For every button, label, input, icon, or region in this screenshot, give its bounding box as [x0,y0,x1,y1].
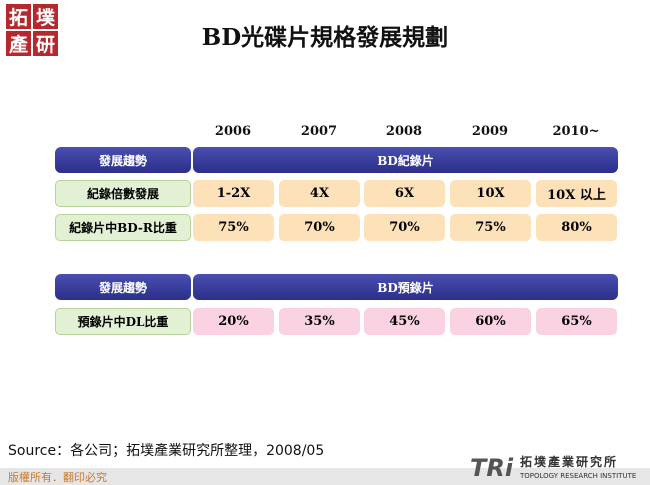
row-label: 紀錄片中BD-R比重 [55,214,191,241]
cell: 70% [364,214,445,241]
cell: 80% [536,214,617,241]
cell: 45% [364,308,445,335]
year-header: 2006 [214,123,252,139]
cell: 20% [193,308,274,335]
logo-char: 研 [33,31,58,56]
footer-bar [0,468,650,485]
brand: TRi [470,454,514,482]
year-header: 2010~ [552,123,600,139]
trend-label: 發展趨勢 [55,147,191,173]
brand-sub: TOPOLOGY RESEARCH INSTITUTE [520,472,637,480]
brand-name: 拓墣產業研究所 [520,455,619,469]
cell: 6X [364,180,445,207]
logo-char: 產 [6,31,31,56]
year-header: 2009 [471,123,509,139]
cell: 70% [279,214,360,241]
cell: 4X [279,180,360,207]
trend: BD預錄片 [193,274,618,300]
year-header: 2008 [385,123,423,139]
cell: 60% [450,308,531,335]
cell: 75% [193,214,274,241]
trend-label: 發展趨勢 [55,274,191,300]
cell: 10X [450,180,531,207]
cell: 35% [279,308,360,335]
copyright: 版權所有．翻印必究 [8,470,107,484]
row-label: 紀錄倍數發展 [55,180,191,207]
cell: 65% [536,308,617,335]
logo-char: 拓 [6,4,31,29]
cell: 1-2X [193,180,274,207]
source: Source：各公司；拓墣產業研究所整理，2008/05 [8,443,325,459]
row-label: 預錄片中DL比重 [55,308,191,335]
logo-char: 墣 [33,4,58,29]
title: BD光碟片規格發展規劃 [201,24,449,51]
year-header: 2007 [300,123,338,139]
cell: 10X 以上 [536,180,617,207]
trend: BD紀錄片 [193,147,618,173]
cell: 75% [450,214,531,241]
